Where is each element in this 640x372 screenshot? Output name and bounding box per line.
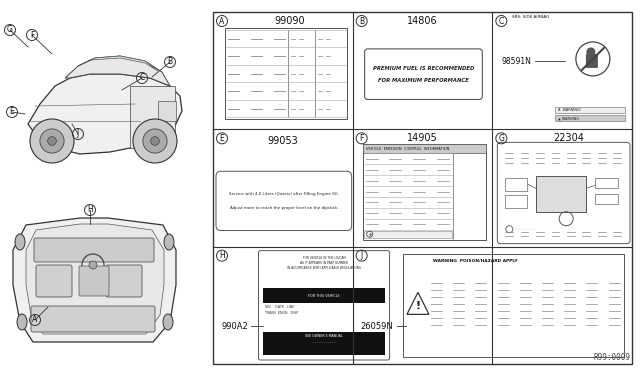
Circle shape — [150, 137, 159, 145]
Text: A  WARNING!: A WARNING! — [558, 108, 581, 112]
Text: C: C — [499, 16, 504, 26]
Bar — [536, 176, 586, 212]
Text: ▲ WARNING: ▲ WARNING — [558, 116, 579, 120]
Text: R99:0009: R99:0009 — [593, 353, 630, 362]
Text: VEHICLE  EMISSION  CONTROL  INFORMATION: VEHICLE EMISSION CONTROL INFORMATION — [365, 147, 449, 151]
Text: AS IT APPEARS IN PART NUMBER: AS IT APPEARS IN PART NUMBER — [300, 261, 348, 264]
Text: SEE OWNER'S MANUAL: SEE OWNER'S MANUAL — [305, 334, 343, 338]
Text: F: F — [30, 31, 34, 39]
Circle shape — [47, 137, 56, 145]
Text: J: J — [77, 129, 79, 138]
Text: - - - - - - - -: - - - - - - - - — [515, 227, 536, 231]
Text: B: B — [359, 16, 364, 26]
Ellipse shape — [163, 314, 173, 330]
Text: E: E — [220, 134, 225, 143]
Text: Service with 4.0 Liters (Quarts) after Filling Engine Oil.: Service with 4.0 Liters (Quarts) after F… — [229, 192, 339, 196]
Text: 990A2: 990A2 — [221, 322, 248, 331]
Text: C: C — [140, 74, 145, 83]
Circle shape — [40, 129, 64, 153]
Text: !: ! — [415, 301, 420, 311]
Text: SRS: SIDE AIRBAG: SRS: SIDE AIRBAG — [513, 15, 550, 19]
Text: E: E — [10, 108, 14, 116]
Text: A: A — [220, 16, 225, 26]
Text: 99053: 99053 — [268, 136, 298, 146]
FancyBboxPatch shape — [259, 251, 390, 360]
Text: PREMIUM FUEL IS RECOMMENDED: PREMIUM FUEL IS RECOMMENDED — [373, 66, 474, 71]
Circle shape — [133, 119, 177, 163]
Bar — [213, 12, 632, 364]
Polygon shape — [26, 224, 164, 334]
Text: G: G — [7, 26, 13, 35]
Circle shape — [586, 48, 595, 57]
Text: FOR MAXIMUM PERFORMANCE: FOR MAXIMUM PERFORMANCE — [378, 78, 469, 83]
Ellipse shape — [15, 234, 25, 250]
Bar — [555, 108, 625, 113]
FancyBboxPatch shape — [497, 142, 630, 244]
Bar — [158, 101, 176, 121]
Text: H: H — [87, 205, 93, 215]
FancyBboxPatch shape — [216, 171, 351, 231]
Text: F: F — [360, 134, 364, 143]
Circle shape — [30, 119, 74, 163]
Ellipse shape — [17, 314, 27, 330]
Circle shape — [576, 42, 610, 76]
Text: TRANS  ENGN   DISP: TRANS ENGN DISP — [266, 311, 299, 315]
Text: FOR THIS VEHICLE: FOR THIS VEHICLE — [308, 294, 340, 298]
Text: 14806: 14806 — [407, 16, 438, 26]
Bar — [506, 178, 527, 191]
Polygon shape — [407, 292, 429, 314]
Bar — [595, 178, 618, 188]
Text: G: G — [499, 134, 504, 143]
Text: A: A — [33, 315, 38, 324]
Bar — [225, 28, 347, 119]
FancyBboxPatch shape — [79, 266, 109, 296]
FancyBboxPatch shape — [34, 238, 154, 262]
Bar — [506, 195, 527, 208]
Bar — [595, 194, 618, 205]
Bar — [264, 288, 385, 303]
FancyBboxPatch shape — [106, 265, 142, 297]
Text: SEC.   DATE   LINE: SEC. DATE LINE — [266, 305, 295, 310]
Polygon shape — [13, 218, 176, 342]
Polygon shape — [28, 74, 182, 154]
Polygon shape — [65, 56, 170, 86]
Text: WARNING  POISON/HAZARD APPLY: WARNING POISON/HAZARD APPLY — [433, 259, 518, 263]
Text: B: B — [168, 58, 173, 67]
Text: 99090: 99090 — [275, 16, 305, 26]
Bar — [264, 332, 385, 355]
Bar — [403, 254, 623, 357]
Bar — [363, 144, 486, 153]
Text: FOR VEHICLE IN THE US/CAN: FOR VEHICLE IN THE US/CAN — [303, 256, 346, 260]
Bar — [130, 86, 175, 148]
Text: 98591N: 98591N — [501, 57, 531, 66]
Circle shape — [89, 261, 97, 269]
FancyBboxPatch shape — [586, 54, 598, 68]
Circle shape — [143, 129, 167, 153]
Text: Adjust more to reach the proper level on the dipstick.: Adjust more to reach the proper level on… — [230, 206, 338, 210]
Bar — [363, 144, 486, 240]
Text: - - - - - - - - - - -: - - - - - - - - - - - — [313, 340, 335, 344]
Text: 22304: 22304 — [554, 133, 584, 143]
Text: J: J — [360, 251, 363, 260]
Bar — [555, 115, 625, 121]
Text: 26059N: 26059N — [361, 322, 394, 331]
FancyBboxPatch shape — [365, 49, 483, 99]
Text: 14905: 14905 — [407, 133, 438, 143]
Text: H: H — [219, 251, 225, 260]
Ellipse shape — [164, 234, 174, 250]
Bar — [364, 231, 452, 238]
Text: IN ACCORDANCE WITH APPLICABLE REGULATIONS: IN ACCORDANCE WITH APPLICABLE REGULATION… — [287, 266, 361, 270]
FancyBboxPatch shape — [31, 306, 155, 332]
Polygon shape — [78, 56, 158, 71]
FancyBboxPatch shape — [36, 265, 72, 297]
